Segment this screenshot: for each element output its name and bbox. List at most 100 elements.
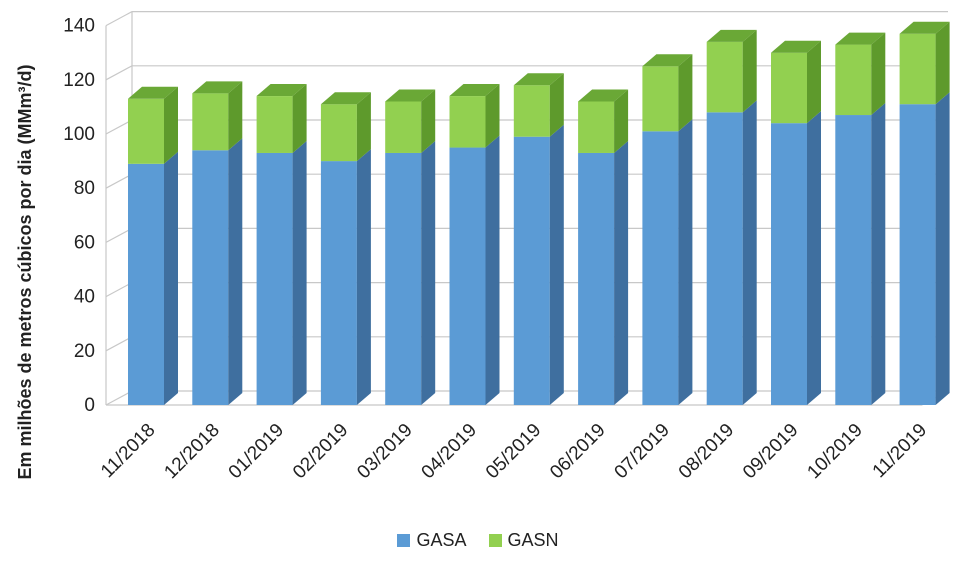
bar-front-gasa [706, 112, 743, 405]
bar-gasa [128, 151, 178, 405]
legend-item-gasa: GASA [397, 530, 467, 551]
bar-side-gasn [871, 32, 886, 116]
bar-front-gasn [899, 33, 936, 105]
x-tick-label: 10/2019 [803, 420, 866, 483]
bar-front-gasn [192, 93, 229, 151]
bar-gasa [513, 124, 564, 406]
bar-top-gasn [256, 84, 307, 97]
y-tick-label: 0 [84, 395, 95, 416]
bar-gasn [256, 84, 307, 153]
bar-side-gasn [164, 86, 178, 164]
bar-side-gasn [742, 29, 757, 113]
stacked-bar-chart: 0 20 40 60 80 100 120 140 11/2018 12/2018 01/2019… [15, 11, 950, 483]
bars [128, 21, 950, 406]
bar-side-gasn [549, 73, 564, 137]
bar-side-gasn [356, 92, 371, 162]
bar-side-gasa [871, 103, 886, 405]
bar-gasa [385, 140, 436, 405]
bar-top-gasn [449, 84, 500, 97]
bar-gasa [449, 135, 500, 406]
legend-item-gasn: GASN [488, 530, 559, 551]
bar-gasa [771, 111, 821, 405]
x-tick-label: 12/2018 [160, 420, 223, 483]
bar-side-gasa [678, 119, 693, 405]
x-axis-ticks: 11/2018 12/2018 01/2019 02/2019 03/2019 04/20… [97, 420, 931, 483]
bar-gasn [385, 89, 436, 153]
x-tick-label: 03/2019 [353, 420, 416, 483]
y-tick-label: 60 [74, 232, 95, 253]
bar-side-gasa [807, 111, 821, 405]
y-tick-label: 120 [63, 70, 95, 91]
bar-front-gasa [256, 152, 293, 405]
y-tick-label: 100 [63, 124, 95, 145]
bar-side-gasn [292, 84, 307, 153]
bar-gasn [771, 40, 821, 124]
y-tick-label: 20 [74, 341, 95, 362]
bar-top-gasn [835, 32, 886, 45]
y-axis-title: Em milhões de metros cúbicos por dia (MM… [15, 64, 35, 479]
bar-front-gasn [128, 98, 164, 164]
bar-front-gasa [385, 152, 422, 405]
x-tick-label: 08/2019 [675, 420, 738, 483]
bar-side-gasn [228, 81, 243, 151]
bar-gasa [706, 100, 757, 405]
bar-front-gasa [449, 147, 486, 406]
x-tick-label: 07/2019 [611, 420, 674, 483]
bar-front-gasn [385, 101, 422, 153]
bar-side-gasa [614, 140, 629, 405]
bar-front-gasa [128, 163, 164, 405]
bar-gasn [642, 54, 693, 132]
legend-swatch-gasn [488, 534, 502, 547]
bar-side-gasa [485, 135, 500, 406]
bar-front-gasn [513, 85, 550, 137]
bar-front-gasn [578, 101, 615, 153]
bar-side-gasa [228, 138, 243, 405]
x-tick-label: 05/2019 [482, 420, 545, 483]
bar-side-gasn [421, 89, 436, 153]
bar-front-gasn [256, 96, 293, 153]
bar-front-gasa [899, 104, 936, 405]
bar-gasa [192, 138, 243, 405]
bar-gasa [835, 103, 886, 405]
bar-front-gasn [642, 66, 679, 132]
bar-top-gasn [385, 89, 436, 102]
bar-gasn [835, 32, 886, 116]
bar-gasn [706, 29, 757, 113]
bar-side-gasn [614, 89, 629, 153]
bar-side-gasa [164, 151, 178, 405]
bar-front-gasa [513, 136, 550, 405]
bar-gasn [578, 89, 629, 153]
bar-side-gasa [356, 149, 371, 405]
x-tick-label: 01/2019 [225, 420, 288, 483]
bar-gasa [256, 140, 307, 405]
bar-gasn [449, 84, 500, 148]
x-tick-label: 09/2019 [739, 420, 802, 483]
y-tick-label: 40 [74, 287, 95, 308]
y-tick-label: 80 [74, 178, 95, 199]
bar-front-gasn [320, 104, 357, 162]
bar-top-gasn [642, 54, 693, 67]
legend-label-gasa: GASA [416, 530, 467, 550]
x-tick-label: 11/2018 [97, 420, 159, 482]
bar-gasn [320, 92, 371, 162]
bar-gasa [578, 140, 629, 405]
bar-side-gasa [421, 140, 436, 405]
bar-gasn [192, 81, 243, 151]
bar-gasn [513, 73, 564, 137]
bar-front-gasa [320, 161, 357, 405]
x-tick-label: 11/2019 [869, 420, 931, 482]
bar-side-gasn [485, 84, 500, 148]
x-tick-label: 06/2019 [546, 420, 609, 483]
bar-gasn [899, 21, 950, 105]
bar-top-gasn [899, 21, 950, 34]
bar-top-gasn [513, 73, 564, 86]
bar-side-gasa [292, 140, 307, 405]
bar-front-gasn [771, 52, 807, 124]
bar-front-gasa [192, 150, 229, 405]
x-tick-label: 04/2019 [418, 420, 481, 483]
legend: GASA GASN [0, 530, 956, 551]
bar-side-gasn [935, 21, 950, 105]
bar-front-gasn [835, 44, 872, 116]
x-tick-label: 02/2019 [289, 420, 352, 483]
bar-top-gasn [320, 92, 371, 105]
